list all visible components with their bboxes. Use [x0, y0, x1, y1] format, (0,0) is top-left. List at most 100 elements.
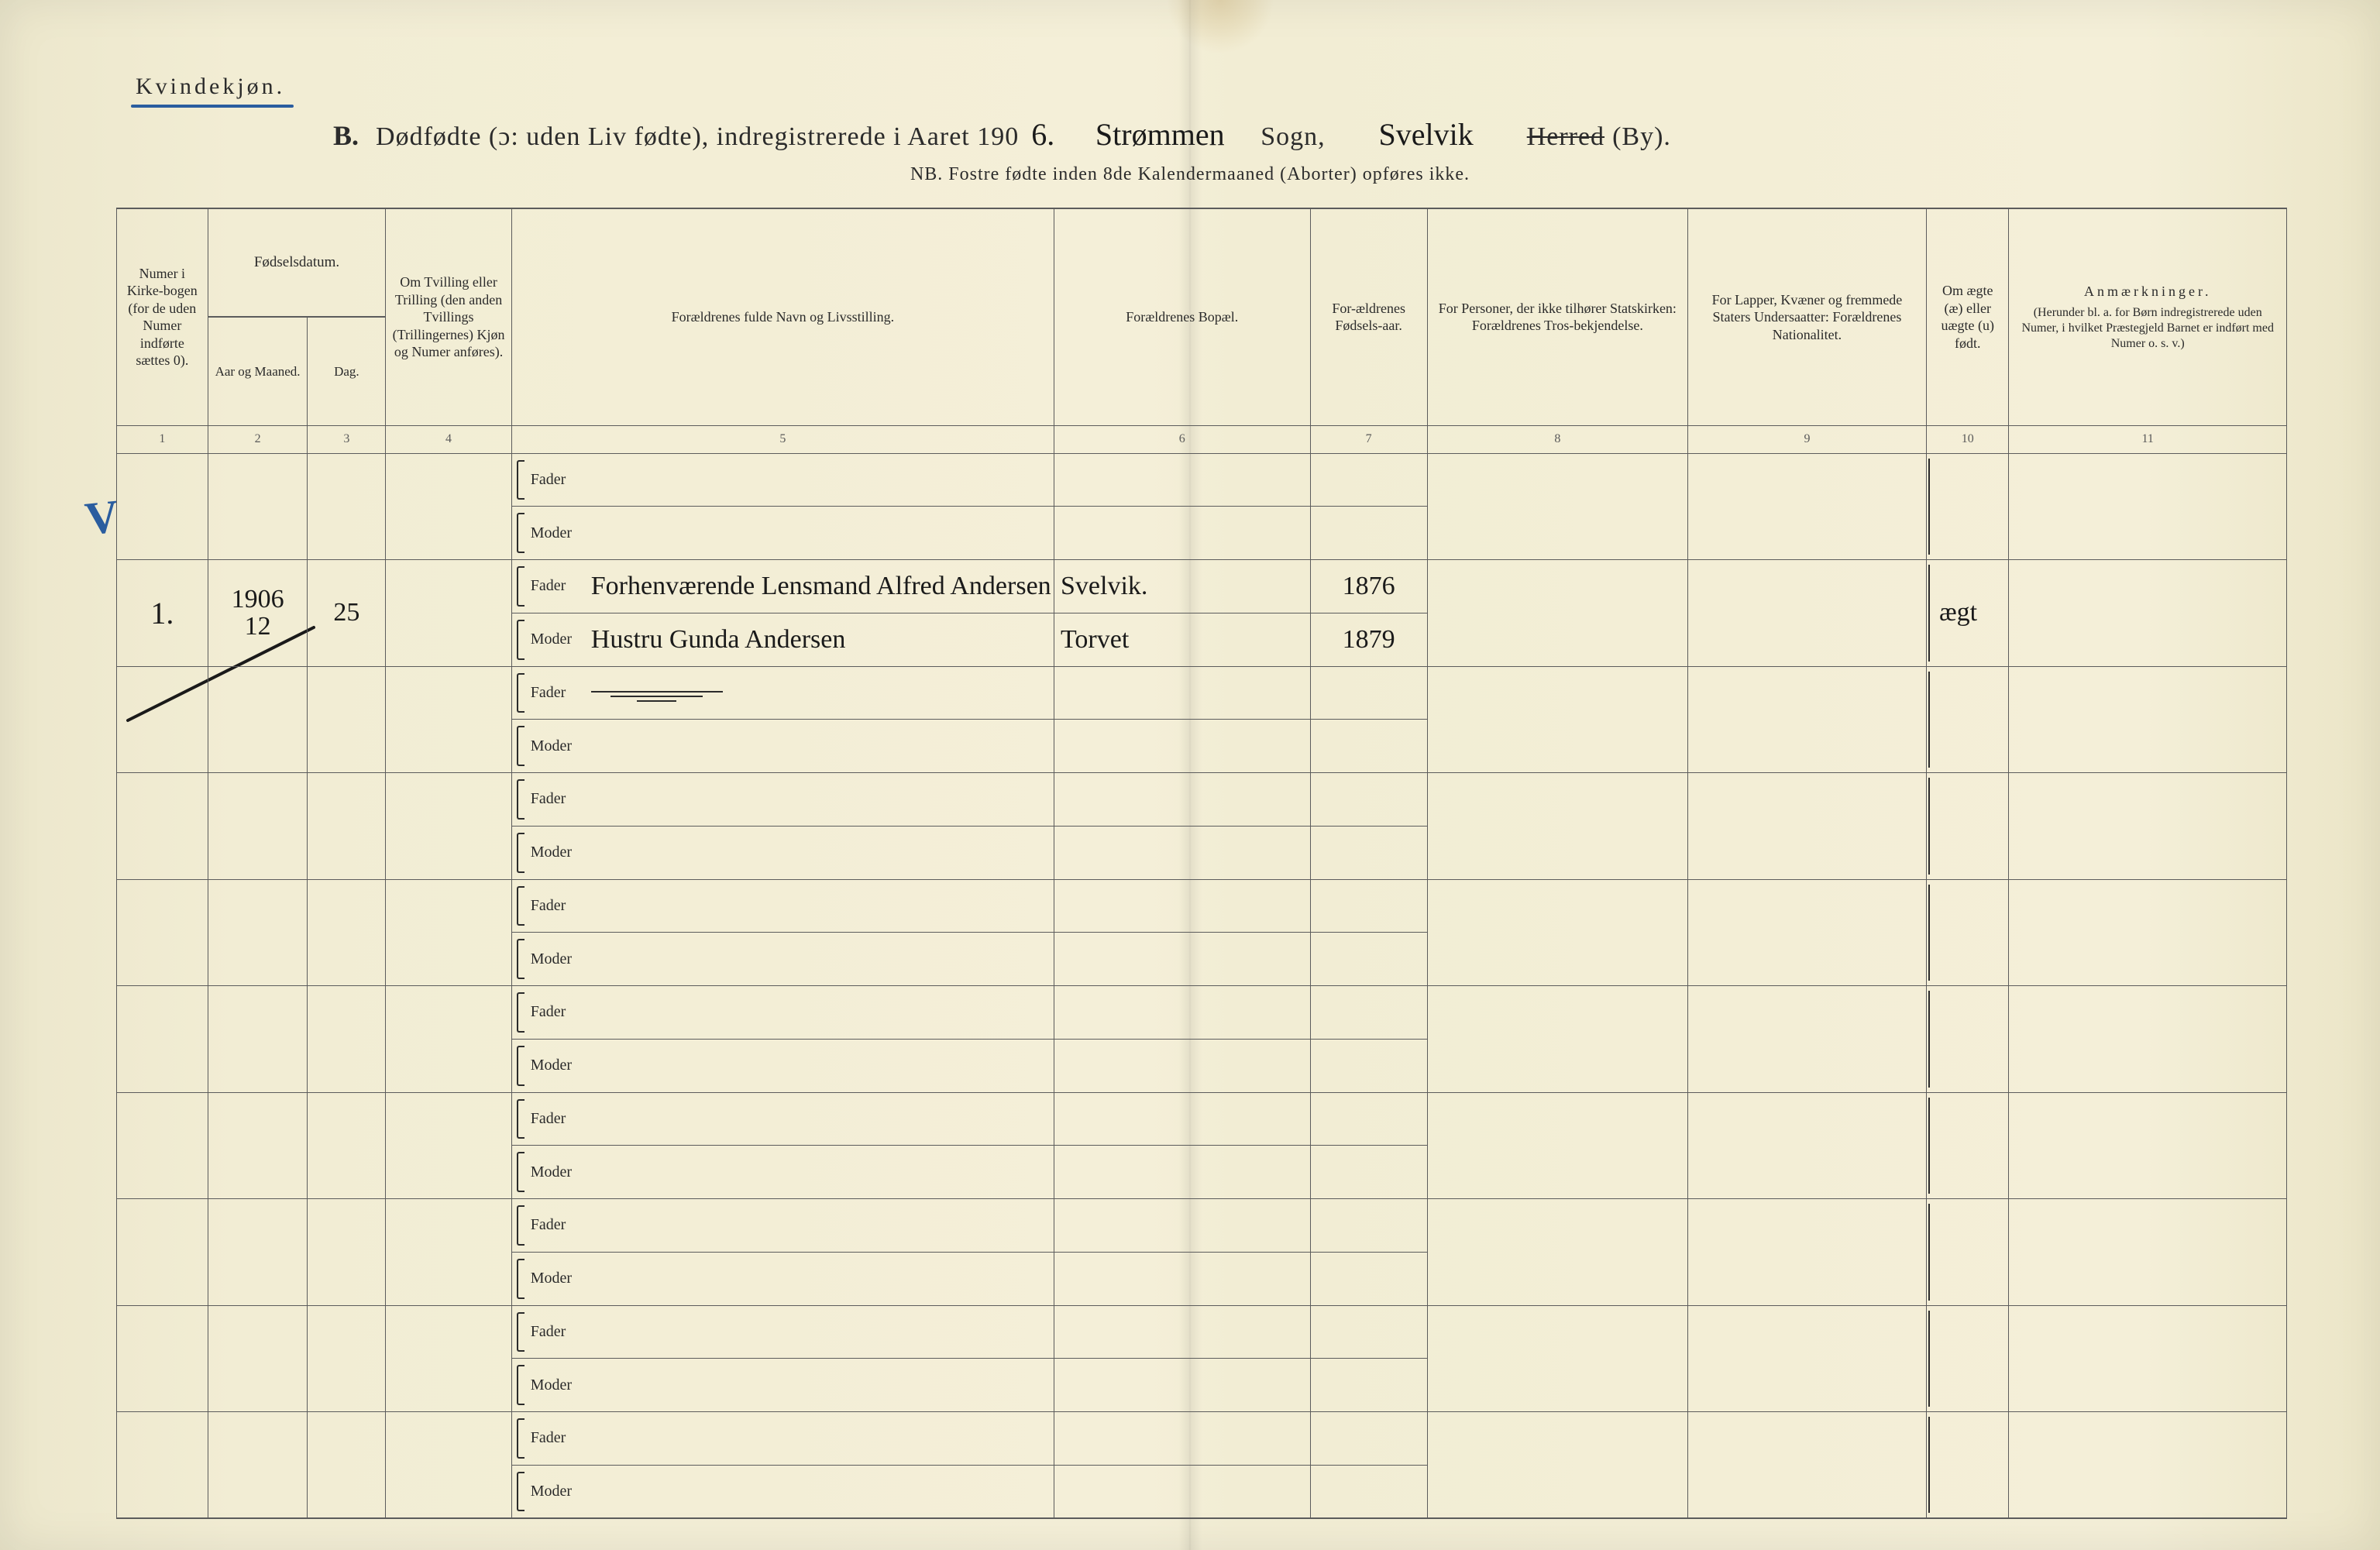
bracket-icon	[517, 513, 524, 553]
cell-num: 1.	[117, 560, 208, 667]
cell-faith	[1427, 773, 1687, 880]
mother-label: Moder	[531, 1483, 591, 1500]
sogn-label: Sogn,	[1261, 122, 1325, 152]
cell-nationality	[1687, 453, 1926, 560]
father-label: Fader	[531, 1110, 591, 1128]
bracket-icon	[517, 1312, 524, 1352]
father-label: Fader	[531, 1216, 591, 1234]
cell-faith	[1427, 1412, 1687, 1519]
cell-twin	[386, 879, 511, 986]
cell-residence-m	[1054, 720, 1311, 773]
col-header-1: Numer i Kirke-bogen (for de uden Numer i…	[117, 208, 208, 425]
cell-twin	[386, 986, 511, 1093]
table-body: Fader Moder	[117, 453, 2287, 1518]
cell-residence-f	[1054, 666, 1311, 720]
cell-yearmonth	[208, 1305, 308, 1412]
cell-birthyear-f	[1310, 773, 1427, 827]
cell-faith	[1427, 560, 1687, 667]
cell-num	[117, 453, 208, 560]
cell-faith	[1427, 453, 1687, 560]
tick-icon	[1928, 1204, 1930, 1301]
cell-residence-m	[1054, 1359, 1311, 1412]
cell-residence-f	[1054, 879, 1311, 933]
cell-num	[117, 1199, 208, 1306]
section-letter: B.	[333, 119, 359, 152]
col-header-10: Om ægte (æ) eller uægte (u) født.	[1927, 208, 2009, 425]
by-label: (By).	[1612, 122, 1671, 152]
cell-legit	[1927, 986, 2009, 1093]
cell-legit	[1927, 879, 2009, 986]
cell-nationality	[1687, 1092, 1926, 1199]
father-label: Fader	[531, 790, 591, 808]
father-glyph	[591, 679, 723, 706]
month-value: 12	[215, 613, 301, 641]
cell-yearmonth	[208, 773, 308, 880]
cell-birthyear-f	[1310, 1305, 1427, 1359]
bracket-icon	[517, 1472, 524, 1511]
num-value: 1.	[150, 596, 174, 631]
cell-birthyear-f	[1310, 453, 1427, 507]
cell-residence-f	[1054, 453, 1311, 507]
residence-f-value: Svelvik.	[1061, 572, 1147, 600]
cell-father: Fader	[511, 1092, 1054, 1146]
cell-day	[308, 1199, 386, 1306]
bracket-icon	[517, 1205, 524, 1246]
cell-twin	[386, 1199, 511, 1306]
father-label: Fader	[531, 1003, 591, 1021]
cell-residence-f	[1054, 1305, 1311, 1359]
cell-residence-m	[1054, 933, 1311, 986]
tick-icon	[1928, 778, 1930, 875]
cell-residence-m	[1054, 507, 1311, 560]
cell-birthyear-m	[1310, 1252, 1427, 1305]
col-num-1: 1	[117, 425, 208, 453]
document-page: Kvindekjøn. B. Dødfødte (ɔ: uden Liv fød…	[0, 0, 2380, 1550]
cell-num	[117, 879, 208, 986]
cell-faith	[1427, 879, 1687, 986]
cell-father: Fader	[511, 453, 1054, 507]
cell-num	[117, 986, 208, 1093]
cell-legit	[1927, 1412, 2009, 1519]
cell-mother: Moder	[511, 1465, 1054, 1518]
bracket-icon	[517, 779, 524, 820]
cell-yearmonth	[208, 1199, 308, 1306]
cell-residence-f: Svelvik.	[1054, 560, 1311, 613]
col-num-5: 5	[511, 425, 1054, 453]
cell-remarks	[2009, 773, 2287, 880]
cell-mother: Moder	[511, 1359, 1054, 1412]
cell-remarks	[2009, 1199, 2287, 1306]
cell-num	[117, 1305, 208, 1412]
col-header-11-title: Anmærkninger.	[2015, 283, 2280, 301]
table-row: Fader	[117, 879, 2287, 933]
cell-birthyear-m	[1310, 720, 1427, 773]
cell-residence-f	[1054, 1412, 1311, 1466]
cell-father: Fader	[511, 1199, 1054, 1253]
cell-birthyear-m	[1310, 933, 1427, 986]
herred-label-strike: Herred	[1527, 122, 1604, 152]
cell-birthyear-m	[1310, 507, 1427, 560]
table-row: Fader	[117, 453, 2287, 507]
cell-yearmonth	[208, 1412, 308, 1519]
cell-birthyear-m	[1310, 1039, 1427, 1092]
mother-label: Moder	[531, 1376, 591, 1394]
subtitle: NB. Fostre fødte inden 8de Kalendermaane…	[0, 164, 2380, 185]
cell-residence-m	[1054, 1146, 1311, 1199]
cell-yearmonth	[208, 1092, 308, 1199]
cell-birthyear-m	[1310, 1465, 1427, 1518]
cell-residence-m	[1054, 1252, 1311, 1305]
cell-birthyear-m	[1310, 826, 1427, 879]
cell-yearmonth: 1906 12	[208, 560, 308, 667]
col-header-11: Anmærkninger. (Herunder bl. a. for Børn …	[2009, 208, 2287, 425]
col-num-4: 4	[386, 425, 511, 453]
cell-mother: Moder	[511, 1039, 1054, 1092]
cell-residence-m	[1054, 826, 1311, 879]
residence-m-value: Torvet	[1061, 625, 1129, 654]
bracket-icon	[517, 1259, 524, 1299]
birthyear-f-value: 1876	[1343, 572, 1395, 600]
mother-label: Moder	[531, 1057, 591, 1074]
col-header-4: Om Tvilling eller Trilling (den anden Tv…	[386, 208, 511, 425]
cell-birthyear-f	[1310, 666, 1427, 720]
paper-stain	[1166, 0, 1274, 54]
title-line: B. Dødfødte (ɔ: uden Liv fødte), indregi…	[333, 116, 2287, 153]
table-row: Fader	[117, 1305, 2287, 1359]
cell-birthyear-f	[1310, 1199, 1427, 1253]
